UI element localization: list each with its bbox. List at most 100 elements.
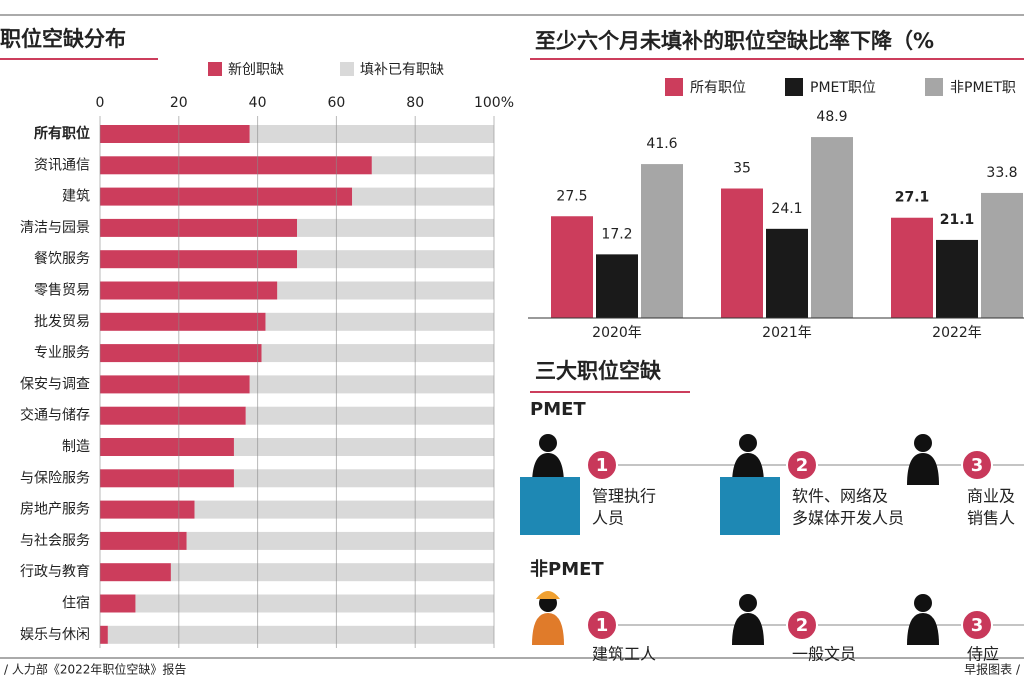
category-label: 娱乐与休闲	[20, 627, 90, 643]
rank-badge	[961, 609, 993, 641]
value-label: 48.9	[816, 109, 847, 125]
rank-badge	[586, 609, 618, 641]
value-label: 35	[733, 161, 751, 177]
bar	[936, 239, 978, 318]
category-label: 行政与教育	[20, 564, 90, 580]
group-label: 非PMET	[530, 558, 604, 580]
bar-segment	[100, 406, 246, 425]
icon-body	[907, 613, 939, 645]
job-label: 管理执行	[592, 487, 656, 506]
legend-swatch	[785, 78, 803, 96]
icon-desk	[520, 477, 580, 535]
rank-badge	[786, 449, 818, 481]
source: / 人力部《2022年职位空缺》报告	[4, 662, 186, 677]
rank-number: 3	[971, 455, 984, 476]
icon-body	[907, 453, 939, 485]
job-label: 人员	[592, 509, 624, 528]
x-tick-label: 0	[96, 95, 105, 111]
bar-segment	[100, 500, 195, 519]
legend-label: 新创职缺	[228, 62, 284, 78]
credit: 早报图表 /	[964, 662, 1021, 677]
x-tick-label: 2022年	[932, 325, 982, 341]
bar-segment	[194, 500, 494, 519]
value-label: 27.1	[895, 190, 930, 206]
icon-desk	[720, 477, 780, 535]
legend-swatch	[340, 62, 354, 76]
icon-body	[732, 613, 764, 645]
bar-segment	[100, 469, 234, 488]
bar	[811, 137, 853, 318]
icon-body	[532, 613, 564, 645]
bar-segment	[100, 156, 372, 175]
job-label: 建筑工人	[592, 645, 656, 664]
value-label: 17.2	[601, 226, 632, 242]
job-label: 侍应	[967, 645, 999, 664]
bar	[891, 217, 933, 318]
rank-number: 1	[596, 455, 609, 476]
category-label: 制造	[62, 439, 90, 455]
job-label: 多媒体开发人员	[792, 509, 904, 528]
bar	[551, 216, 593, 318]
bar-segment	[100, 625, 108, 644]
bar	[721, 188, 763, 318]
bar-segment	[100, 563, 171, 582]
rank-number: 2	[796, 455, 809, 476]
section-title: 三大职位空缺	[535, 359, 662, 383]
category-label: 资讯通信	[34, 157, 90, 173]
rank-number: 2	[796, 615, 809, 636]
category-label: 建筑	[62, 189, 90, 205]
value-label: 33.8	[986, 165, 1017, 181]
bar-segment	[249, 375, 494, 394]
category-label: 与社会服务	[20, 533, 90, 549]
bar-segment	[352, 187, 494, 206]
icon-head	[739, 434, 757, 452]
rank-badge	[586, 449, 618, 481]
value-label: 41.6	[646, 136, 677, 152]
legend-label: PMET职位	[810, 80, 876, 96]
bar-segment	[265, 312, 494, 331]
category-label: 所有职位	[34, 125, 90, 142]
bar-segment	[100, 344, 262, 363]
bar-segment	[100, 125, 250, 143]
job-label: 软件、网络及	[792, 487, 888, 506]
legend-label: 非PMET职	[950, 80, 1016, 96]
icon-helmet	[536, 591, 560, 599]
legend-label: 填补已有职缺	[360, 62, 444, 78]
x-tick-label: 2020年	[592, 325, 642, 341]
category-label: 住宿	[62, 595, 90, 612]
bar-segment	[170, 563, 495, 582]
category-label: 清洁与园景	[20, 220, 90, 236]
bar-segment	[249, 125, 494, 143]
rank-number: 3	[971, 615, 984, 636]
bar-segment	[261, 344, 494, 363]
bar-segment	[100, 218, 297, 237]
bar-segment	[100, 250, 297, 269]
right-title: 至少六个月未填补的职位空缺比率下降（%	[535, 29, 934, 53]
bar	[981, 192, 1023, 318]
rank-number: 1	[596, 615, 609, 636]
bar-segment	[100, 281, 278, 300]
bar-segment	[100, 438, 234, 456]
category-label: 餐饮服务	[34, 251, 90, 267]
legend-label: 所有职位	[690, 80, 746, 96]
icon-head	[539, 434, 557, 452]
bar-segment	[297, 250, 494, 269]
category-label: 批发贸易	[34, 314, 90, 330]
legend-swatch	[208, 62, 222, 76]
legend-swatch	[665, 78, 683, 96]
job-label: 一般文员	[792, 645, 856, 664]
bar-segment	[100, 375, 250, 394]
legend-swatch	[925, 78, 943, 96]
bar-segment	[186, 531, 494, 550]
icon-head	[739, 594, 757, 612]
bar	[766, 228, 808, 318]
x-tick-label: 20	[170, 95, 188, 111]
category-label: 专业服务	[34, 345, 90, 361]
rank-badge	[961, 449, 993, 481]
x-tick-label: 60	[327, 95, 345, 111]
bar-segment	[277, 281, 494, 300]
category-label: 交通与储存	[20, 407, 90, 424]
bar-segment	[100, 312, 266, 331]
